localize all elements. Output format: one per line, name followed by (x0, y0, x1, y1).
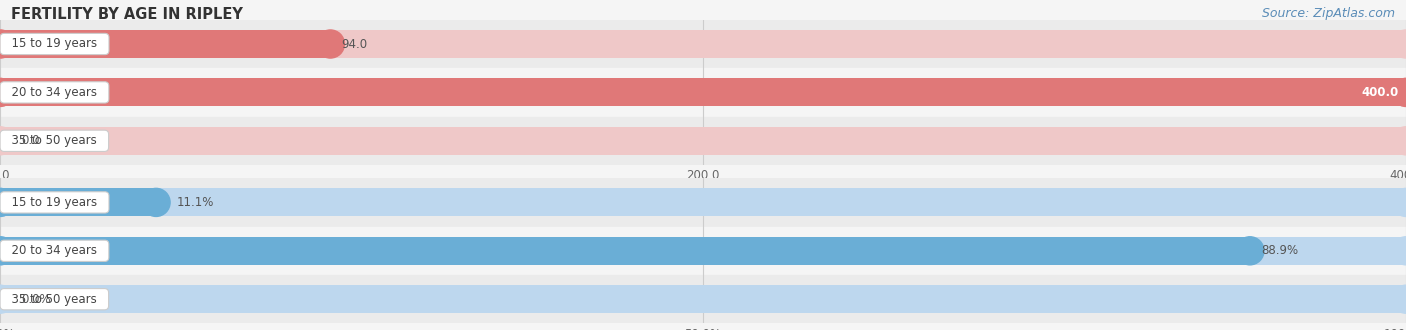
Ellipse shape (1236, 237, 1264, 265)
Ellipse shape (0, 285, 14, 313)
Ellipse shape (0, 237, 14, 265)
Ellipse shape (1392, 285, 1406, 313)
Bar (0, 227, 1406, 275)
Text: 35 to 50 years: 35 to 50 years (4, 293, 104, 306)
Bar (0, 68, 1406, 116)
Bar (0, 178, 1406, 227)
Bar (0, 30, 330, 58)
Ellipse shape (0, 78, 14, 107)
Text: 400.0: 400.0 (1362, 86, 1399, 99)
Ellipse shape (0, 30, 14, 58)
Text: 0.0: 0.0 (21, 134, 39, 147)
Bar (0, 188, 156, 216)
Bar (0, 127, 1406, 155)
Text: Source: ZipAtlas.com: Source: ZipAtlas.com (1261, 7, 1395, 19)
Text: 20 to 34 years: 20 to 34 years (4, 244, 104, 257)
Ellipse shape (0, 127, 14, 155)
Text: 15 to 19 years: 15 to 19 years (4, 196, 105, 209)
Bar (0, 237, 1406, 265)
Ellipse shape (0, 237, 14, 265)
Bar (0, 30, 1406, 58)
Ellipse shape (1392, 127, 1406, 155)
Ellipse shape (1392, 237, 1406, 265)
Ellipse shape (0, 30, 14, 58)
Ellipse shape (1392, 188, 1406, 216)
Text: FERTILITY BY AGE IN RIPLEY: FERTILITY BY AGE IN RIPLEY (11, 7, 243, 21)
Ellipse shape (0, 188, 14, 216)
Text: 35 to 50 years: 35 to 50 years (4, 134, 104, 147)
Text: 0.0%: 0.0% (21, 293, 51, 306)
Ellipse shape (1392, 78, 1406, 107)
Ellipse shape (316, 30, 344, 58)
Bar (0, 237, 1250, 265)
Bar (0, 285, 1406, 313)
Bar (0, 188, 1406, 216)
Text: 15 to 19 years: 15 to 19 years (4, 38, 105, 50)
Ellipse shape (0, 188, 14, 216)
Ellipse shape (142, 188, 170, 216)
Text: 88.9%: 88.9% (1261, 244, 1298, 257)
Bar (0, 78, 1406, 107)
Bar (0, 20, 1406, 68)
Bar (0, 78, 1406, 107)
Bar (0, 275, 1406, 323)
Ellipse shape (0, 78, 14, 107)
Text: 94.0: 94.0 (342, 38, 368, 50)
Text: 20 to 34 years: 20 to 34 years (4, 86, 104, 99)
Bar (0, 116, 1406, 165)
Ellipse shape (1392, 30, 1406, 58)
Text: 11.1%: 11.1% (177, 196, 215, 209)
Ellipse shape (1392, 78, 1406, 107)
